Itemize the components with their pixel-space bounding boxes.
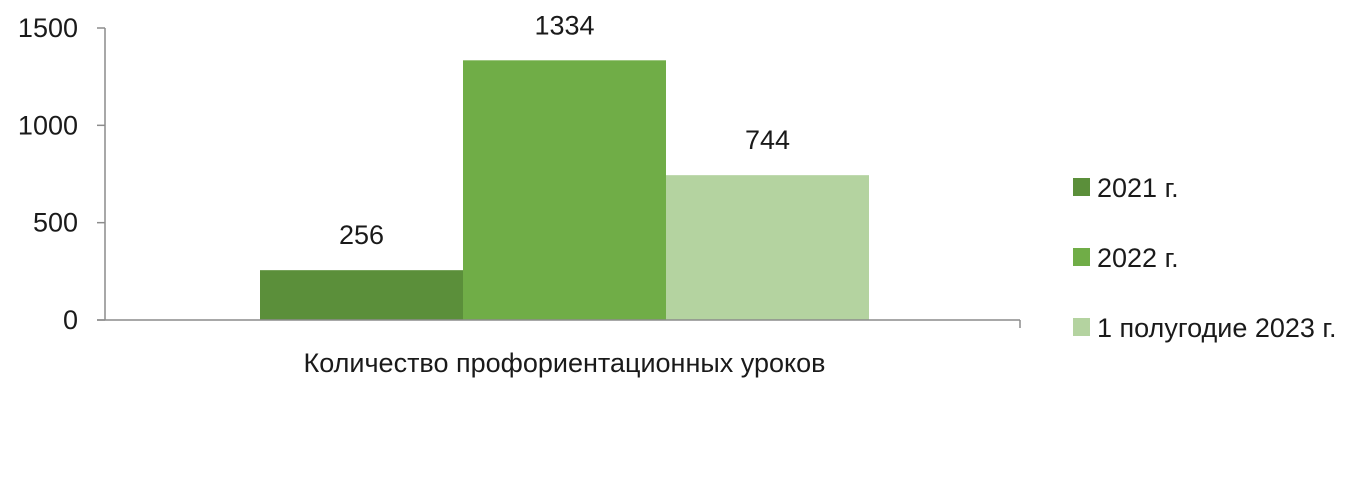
y-tick-label: 1000 <box>18 110 78 140</box>
bar-value-label: 256 <box>339 220 384 250</box>
legend-label: 2022 г. <box>1097 243 1179 273</box>
bar-value-label: 744 <box>745 125 790 155</box>
legend-swatch <box>1073 248 1090 266</box>
x-axis: Количество профориентационных уроков <box>97 319 1021 378</box>
legend-swatch <box>1073 178 1090 196</box>
data-labels: 256 1334 744 <box>339 10 790 250</box>
legend-swatch <box>1073 318 1090 336</box>
y-tick-label: 500 <box>33 208 78 238</box>
bar-2 <box>463 60 666 320</box>
bar-1 <box>260 270 463 320</box>
bars <box>260 60 869 320</box>
legend-label: 2021 г. <box>1097 173 1179 203</box>
legend-label: 1 полугодие 2023 г. <box>1097 313 1336 343</box>
y-axis: 0 500 1000 1500 <box>18 13 106 335</box>
legend: 2021 г. 2022 г. 1 полугодие 2023 г. <box>1073 173 1336 343</box>
x-category-label: Количество профориентационных уроков <box>304 348 826 378</box>
y-tick-label: 0 <box>63 305 78 335</box>
bar-3 <box>666 175 869 320</box>
y-tick-label: 1500 <box>18 13 78 43</box>
bar-value-label: 1334 <box>534 10 594 40</box>
